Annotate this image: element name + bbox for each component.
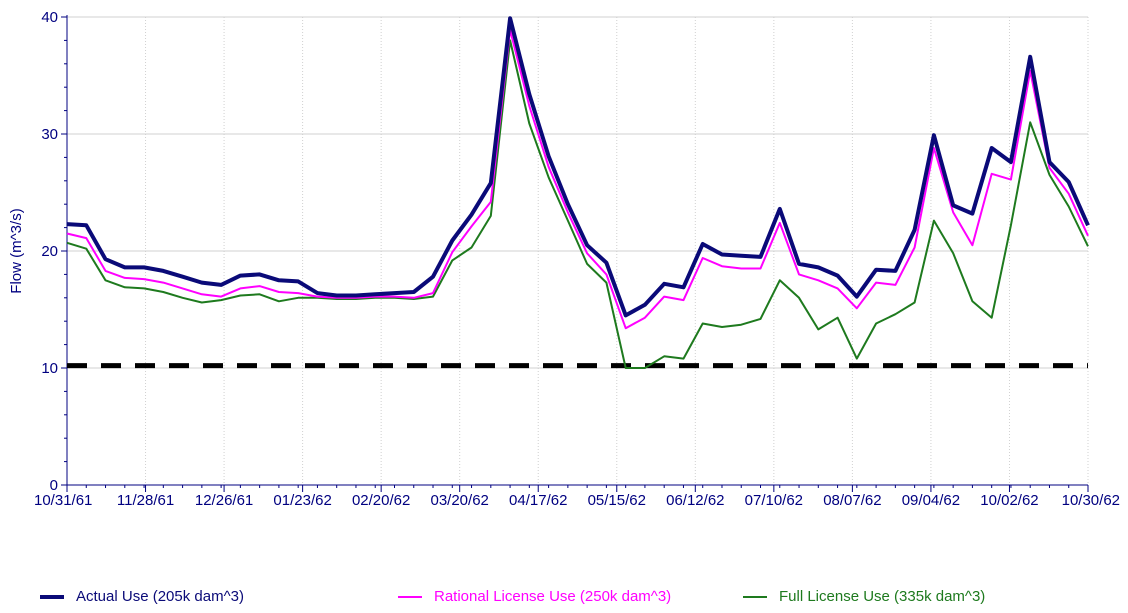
y-tick-label: 0 [50,477,58,494]
y-tick-label: 10 [41,360,58,377]
legend-item-actual-use: Actual Use (205k dam^3) [40,588,244,605]
x-tick-label: 07/10/62 [745,492,803,509]
y-tick-label: 20 [41,243,58,260]
series-line-full-license-use [66,39,1089,369]
y-axis-title: Flow (m^3/s) [8,208,25,293]
x-tick-label: 12/26/61 [195,492,253,509]
legend-label-full-license-use: Full License Use (335k dam^3) [779,588,986,605]
legend-label-actual-use: Actual Use (205k dam^3) [76,588,244,605]
x-tick-label: 01/23/62 [273,492,331,509]
x-tick-label: 02/20/62 [352,492,410,509]
x-tick-label: 10/31/61 [34,492,92,509]
chart-legend: Actual Use (205k dam^3) Rational License… [0,588,1128,608]
x-tick-label: 10/02/62 [980,492,1038,509]
legend-item-rational-license-use: Rational License Use (250k dam^3) [398,588,671,605]
legend-swatch-full-license-use [743,595,767,598]
x-tick-label: 09/04/62 [902,492,960,509]
y-tick-label: 40 [41,9,58,26]
x-tick-label: 04/17/62 [509,492,567,509]
series-line-actual-use [66,16,1090,318]
x-tick-label: 03/20/62 [430,492,488,509]
x-tick-label: 08/07/62 [823,492,881,509]
x-tick-label: 05/15/62 [588,492,646,509]
legend-swatch-actual-use [40,594,64,599]
legend-swatch-rational-license-use [398,595,422,598]
x-tick-label: 10/30/62 [1062,492,1120,509]
y-tick-label: 30 [41,126,58,143]
series-line-rational-license-use [66,28,1089,330]
x-tick-label: 11/28/61 [117,492,174,509]
legend-item-full-license-use: Full License Use (335k dam^3) [743,588,985,605]
x-tick-label: 06/12/62 [666,492,724,509]
legend-label-rational-license-use: Rational License Use (250k dam^3) [434,588,672,605]
